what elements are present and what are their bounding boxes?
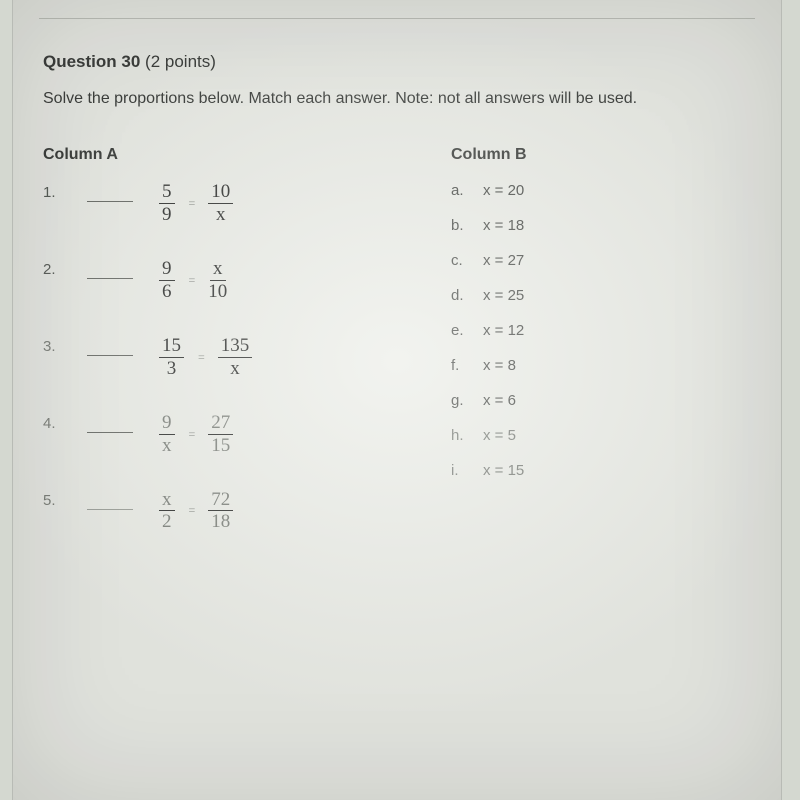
option-value: x = 20 [483,182,524,199]
denominator: 6 [162,281,172,302]
denominator: x [216,204,226,225]
option-value: x = 12 [483,322,524,339]
problem-number: 3. [43,336,87,355]
option-item: a. x = 20 [451,182,751,199]
problem-row: 5. x 2 = 72 18 [43,490,403,533]
content-area: Question 30 (2 points) Solve the proport… [13,0,781,566]
numerator: 15 [159,336,184,358]
fraction-right: 72 18 [208,490,233,533]
option-item: c. x = 27 [451,252,751,269]
numerator: x [210,259,226,281]
fraction-left: 5 9 [159,182,175,225]
option-item: i. x = 15 [451,462,751,479]
equals-sign: = [189,196,195,211]
problem-row: 1. 5 9 = 10 x [43,182,403,225]
numerator: 9 [159,259,175,281]
fraction-right: 10 x [208,182,233,225]
fraction-left: 15 3 [159,336,184,379]
equals-sign: = [189,503,195,518]
numerator: 72 [208,490,233,512]
question-points: (2 points) [145,52,216,71]
option-value: x = 15 [483,462,524,479]
answer-blank[interactable] [87,342,133,356]
worksheet-page: Question 30 (2 points) Solve the proport… [12,0,782,800]
option-value: x = 25 [483,287,524,304]
option-value: x = 6 [483,392,516,409]
fraction-right: 27 15 [208,413,233,456]
answer-blank[interactable] [87,419,133,433]
question-title: Question 30 (2 points) [43,52,751,72]
question-instructions: Solve the proportions below. Match each … [43,90,751,108]
column-b: Column B a. x = 20 b. x = 18 c. x = 27 d. x … [443,146,751,566]
column-b-header: Column B [451,146,751,164]
denominator: 9 [162,204,172,225]
numerator: 27 [208,413,233,435]
proportion-expression: 15 3 = 135 x [159,336,252,379]
fraction-left: x 2 [159,490,175,533]
option-item: d. x = 25 [451,287,751,304]
option-item: g. x = 6 [451,392,751,409]
problem-row: 4. 9 x = 27 15 [43,413,403,456]
option-value: x = 27 [483,252,524,269]
option-item: e. x = 12 [451,322,751,339]
problem-row: 2. 9 6 = x 10 [43,259,403,302]
top-divider [39,18,755,19]
fraction-right: 135 x [218,336,253,379]
option-value: x = 8 [483,357,516,374]
numerator: 135 [218,336,253,358]
equals-sign: = [189,273,195,288]
column-a-header: Column A [43,146,403,164]
denominator: 15 [211,435,230,456]
proportion-expression: 9 6 = x 10 [159,259,227,302]
option-key: c. [451,252,469,269]
option-item: f. x = 8 [451,357,751,374]
option-key: a. [451,182,469,199]
numerator: 9 [159,413,175,435]
option-key: d. [451,287,469,304]
column-a: Column A 1. 5 9 = 10 x [43,146,403,566]
option-key: i. [451,462,469,479]
proportion-expression: x 2 = 72 18 [159,490,233,533]
denominator: x [162,435,172,456]
fraction-left: 9 x [159,413,175,456]
proportion-expression: 5 9 = 10 x [159,182,233,225]
option-value: x = 18 [483,217,524,234]
denominator: 18 [211,511,230,532]
problem-number: 5. [43,490,87,509]
denominator: 3 [167,358,177,379]
option-key: h. [451,427,469,444]
equals-sign: = [198,350,204,365]
option-key: g. [451,392,469,409]
problem-row: 3. 15 3 = 135 x [43,336,403,379]
question-label: Question 30 [43,52,140,71]
denominator: 10 [208,281,227,302]
option-list: a. x = 20 b. x = 18 c. x = 27 d. x = 25 e. x … [451,182,751,479]
answer-blank[interactable] [87,188,133,202]
option-key: b. [451,217,469,234]
proportion-expression: 9 x = 27 15 [159,413,233,456]
option-key: e. [451,322,469,339]
numerator: 5 [159,182,175,204]
numerator: 10 [208,182,233,204]
denominator: x [230,358,240,379]
problem-number: 2. [43,259,87,278]
equals-sign: = [189,427,195,442]
fraction-left: 9 6 [159,259,175,302]
answer-blank[interactable] [87,265,133,279]
option-key: f. [451,357,469,374]
fraction-right: x 10 [208,259,227,302]
option-item: h. x = 5 [451,427,751,444]
option-item: b. x = 18 [451,217,751,234]
problem-number: 1. [43,182,87,201]
denominator: 2 [162,511,172,532]
answer-blank[interactable] [87,496,133,510]
option-value: x = 5 [483,427,516,444]
numerator: x [159,490,175,512]
problem-number: 4. [43,413,87,432]
columns-wrapper: Column A 1. 5 9 = 10 x [43,146,751,566]
